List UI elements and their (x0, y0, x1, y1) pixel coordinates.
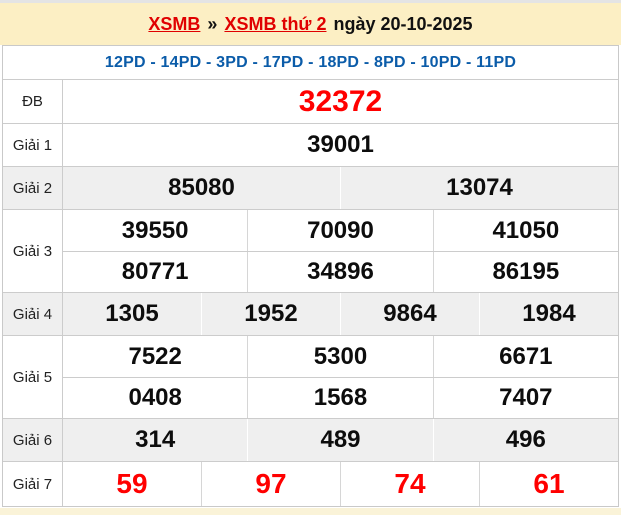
prize-number-g3: 39550 (121, 216, 189, 244)
prize-label-g7: Giải 7 (3, 462, 63, 506)
prize-number-g4: 1305 (105, 300, 159, 327)
prize-number-g7: 97 (201, 462, 340, 506)
breadcrumb-date: ngày 20-10-2025 (333, 13, 473, 34)
prize-number-g3: 86195 (432, 252, 618, 292)
prize-label-db: ĐB (3, 80, 63, 123)
prize-label-g3: Giải 3 (3, 210, 63, 292)
prize-label-g5: Giải 5 (3, 336, 63, 418)
prize-label-g4: Giải 4 (3, 293, 63, 335)
prize-row-g2: Giải 2 85080 13074 (3, 166, 618, 209)
prize-number-g4: 1984 (479, 293, 618, 335)
prize-values-g2: 85080 13074 (63, 167, 618, 209)
prize-rows: ĐB 32372 Giải 1 39001 Giải 2 85080 13074 Giải 3… (3, 79, 618, 506)
prize-number-g3: 41050 (432, 210, 618, 251)
prize-row-g7: Giải 7 59 97 74 61 (3, 461, 618, 506)
breadcrumb-link-xsmb-day[interactable]: XSMB thứ 2 (224, 13, 327, 34)
prize-label-g2: Giải 2 (3, 167, 63, 209)
prize-number-g5: 7522 (128, 342, 182, 370)
prize-group-row: 1305 1952 9864 1984 (63, 293, 618, 335)
prize-number-g5: 5300 (247, 336, 432, 377)
prize-number-g2: 85080 (168, 174, 235, 201)
prize-number-g4: 1952 (201, 293, 340, 335)
prize-row-g3: Giải 3 39550 70090 41050 80771 34896 86195 (3, 209, 618, 292)
prize-group-row: 80771 34896 86195 (63, 251, 618, 292)
prize-row-g4: Giải 4 1305 1952 9864 1984 (3, 292, 618, 335)
prize-values-g5: 7522 5300 6671 0408 1568 7407 (63, 336, 618, 418)
prize-number-g3: 70090 (247, 210, 432, 251)
prize-group-row: 85080 13074 (63, 167, 618, 209)
prize-number-g5: 7407 (432, 378, 618, 418)
head-numbers-line: 12PD - 14PD - 3PD - 17PD - 18PD - 8PD - … (104, 53, 517, 71)
prize-group-row: 59 97 74 61 (63, 462, 618, 506)
prize-values-g4: 1305 1952 9864 1984 (63, 293, 618, 335)
prize-number-g5: 0408 (128, 384, 182, 411)
prize-row-db: ĐB 32372 (3, 79, 618, 123)
prize-group-row: 32372 (63, 80, 618, 123)
prize-group-row: 314 489 496 (63, 419, 618, 461)
prize-number-g6: 496 (432, 419, 618, 461)
prize-label-g6: Giải 6 (3, 419, 63, 461)
prize-number-g6: 314 (135, 426, 176, 453)
prize-values-g7: 59 97 74 61 (63, 462, 618, 506)
page-content: 12PD - 14PD - 3PD - 17PD - 18PD - 8PD - … (0, 45, 621, 508)
prize-row-g6: Giải 6 314 489 496 (3, 418, 618, 461)
breadcrumb-link-xsmb[interactable]: XSMB (148, 13, 201, 34)
prize-row-g1: Giải 1 39001 (3, 123, 618, 166)
breadcrumb-separator: » (207, 13, 218, 34)
prize-number-g5: 6671 (432, 336, 618, 377)
prize-values-g1: 39001 (63, 124, 618, 166)
prize-group-row: 39001 (63, 124, 618, 166)
prize-number-g3: 80771 (121, 258, 189, 285)
prize-number-g5: 1568 (247, 378, 432, 418)
prize-number-g6: 489 (247, 419, 432, 461)
prize-values-g6: 314 489 496 (63, 419, 618, 461)
prize-number-g3: 34896 (247, 252, 432, 292)
prize-number-g1: 39001 (307, 131, 374, 158)
prize-row-g5: Giải 5 7522 5300 6671 0408 1568 7407 (3, 335, 618, 418)
prize-values-db: 32372 (63, 80, 618, 123)
prize-group-row: 0408 1568 7407 (63, 377, 618, 418)
prize-number-g7: 61 (479, 462, 618, 506)
breadcrumb: XSMB » XSMB thứ 2 ngày 20-10-2025 (0, 3, 621, 45)
prize-number-g7: 74 (340, 462, 479, 506)
prize-number-g7: 59 (116, 468, 148, 499)
prize-number-g2: 13074 (340, 167, 618, 209)
results-table: 12PD - 14PD - 3PD - 17PD - 18PD - 8PD - … (2, 45, 619, 507)
prize-group-row: 7522 5300 6671 (63, 336, 618, 377)
top-strip (0, 0, 621, 3)
prize-number-db: 32372 (298, 84, 383, 118)
prize-label-g1: Giải 1 (3, 124, 63, 166)
prize-number-g4: 9864 (340, 293, 479, 335)
prize-group-row: 39550 70090 41050 (63, 210, 618, 251)
prize-values-g3: 39550 70090 41050 80771 34896 86195 (63, 210, 618, 292)
